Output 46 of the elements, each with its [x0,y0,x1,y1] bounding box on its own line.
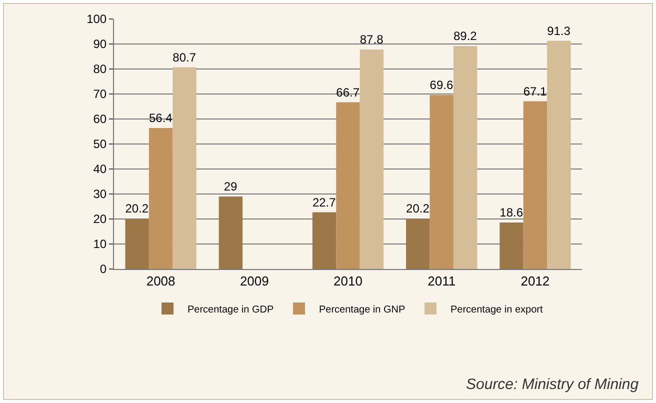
data-label: 80.7 [172,50,196,64]
y-tick-label: 20 [93,212,107,226]
data-label: 29 [224,180,238,194]
x-tick-label: 2010 [334,274,362,289]
y-tick-label: 100 [86,12,107,26]
x-tick-label: 2011 [428,274,456,289]
x-tick-label: 2012 [520,274,550,289]
bar [125,218,149,269]
data-label: 22.7 [312,195,336,210]
legend-label: Percentage in export [450,304,543,316]
data-label: 66.7 [336,85,360,100]
source-note: Source: Ministry of Mining [466,376,640,393]
data-label: 18.6 [500,206,524,220]
y-tick-label: 60 [93,112,107,126]
y-tick-label: 80 [93,62,107,76]
bar [406,218,430,269]
bar [500,222,524,269]
bar [360,50,384,269]
data-label: 91.3 [547,24,571,38]
data-label: 20.2 [406,202,430,216]
data-label: 20.2 [125,202,149,216]
y-tick-label: 70 [93,87,107,102]
legend-label: Percentage in GNP [318,304,406,316]
bar [148,128,173,269]
data-label: 56.4 [148,111,173,125]
bar [218,196,243,269]
data-label: 89.2 [453,29,478,43]
y-tick-label: 0 [100,262,107,276]
data-label: 87.8 [360,32,384,46]
bar [430,95,454,269]
y-tick-label: 10 [93,237,107,252]
legend-label: Percentage in GDP [188,304,274,316]
y-tick-label: 40 [93,162,107,176]
y-tick-label: 30 [93,187,107,202]
data-label: 67.1 [523,84,548,98]
x-tick-label: 2009 [240,274,269,289]
bar [336,102,360,269]
data-label: 69.6 [430,78,454,92]
x-tick-label: 2008 [146,274,176,289]
bar [547,40,571,269]
y-tick-label: 50 [93,137,107,152]
bar [312,212,336,269]
bar [453,46,478,269]
bar [172,67,196,269]
bar [523,101,548,269]
y-tick-label: 90 [93,37,107,52]
